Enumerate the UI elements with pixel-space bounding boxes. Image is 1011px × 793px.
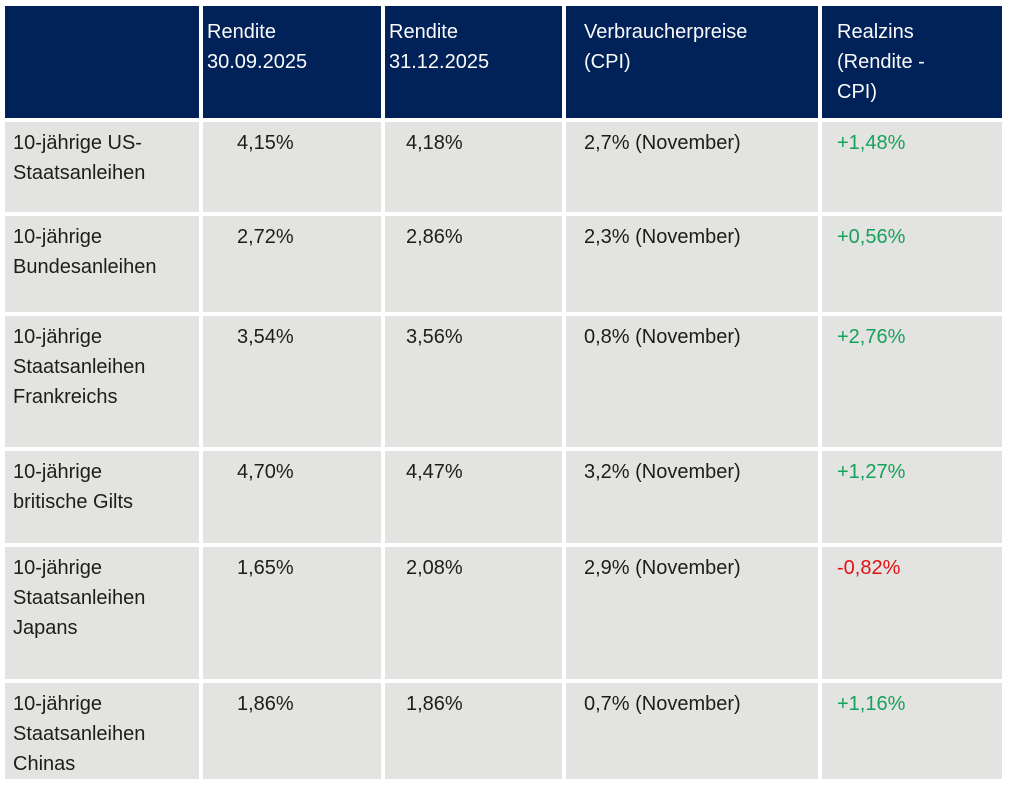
column-header-verbraucherpreise-cpi: Verbraucherpreise (CPI) [566, 6, 818, 118]
cell-verbraucherpreise-cpi: 3,2% (November) [566, 451, 818, 543]
column-header-instrument [5, 6, 199, 118]
cell-realzins: +1,16% [822, 683, 1002, 779]
cell-realzins: +2,76% [822, 316, 1002, 447]
cell-realzins: +1,27% [822, 451, 1002, 543]
cell-rendite-31-12-2025: 4,18% [385, 122, 562, 212]
table-row: 10-jährige Staatsanleihen Japans 1,65% 2,0… [5, 547, 1002, 679]
cell-rendite-30-09-2025: 4,15% [203, 122, 381, 212]
table-row: 10-jährige Staatsanleihen Chinas 1,86% 1,8… [5, 683, 1002, 779]
row-label: 10-jährige Staatsanleihen Japans [5, 547, 199, 679]
cell-verbraucherpreise-cpi: 2,9% (November) [566, 547, 818, 679]
table-body: 10-jährige US- Staatsanleihen 4,15% 4,18% 2… [5, 122, 1002, 779]
row-label: 10-jährige Bundesanleihen [5, 216, 199, 312]
cell-rendite-30-09-2025: 1,86% [203, 683, 381, 779]
table-row: 10-jährige US- Staatsanleihen 4,15% 4,18% 2… [5, 122, 1002, 212]
cell-realzins: +0,56% [822, 216, 1002, 312]
cell-rendite-31-12-2025: 1,86% [385, 683, 562, 779]
cell-rendite-31-12-2025: 2,86% [385, 216, 562, 312]
cell-rendite-31-12-2025: 3,56% [385, 316, 562, 447]
cell-rendite-30-09-2025: 1,65% [203, 547, 381, 679]
table-row: 10-jährige Staatsanleihen Frankreichs 3,5… [5, 316, 1002, 447]
cell-realzins: +1,48% [822, 122, 1002, 212]
cell-rendite-30-09-2025: 3,54% [203, 316, 381, 447]
cell-rendite-30-09-2025: 2,72% [203, 216, 381, 312]
bond-yield-table: Rendite 30.09.2025 Rendite 31.12.2025 Verb… [1, 2, 1006, 783]
cell-verbraucherpreise-cpi: 0,8% (November) [566, 316, 818, 447]
column-header-rendite-31-12-2025: Rendite 31.12.2025 [385, 6, 562, 118]
column-header-rendite-30-09-2025: Rendite 30.09.2025 [203, 6, 381, 118]
cell-realzins: -0,82% [822, 547, 1002, 679]
row-label: 10-jährige Staatsanleihen Frankreichs [5, 316, 199, 447]
row-label: 10-jährige Staatsanleihen Chinas [5, 683, 199, 779]
row-label: 10-jährige US- Staatsanleihen [5, 122, 199, 212]
header-row: Rendite 30.09.2025 Rendite 31.12.2025 Verb… [5, 6, 1002, 118]
cell-rendite-31-12-2025: 4,47% [385, 451, 562, 543]
cell-rendite-31-12-2025: 2,08% [385, 547, 562, 679]
cell-verbraucherpreise-cpi: 2,3% (November) [566, 216, 818, 312]
table-row: 10-jährige Bundesanleihen 2,72% 2,86% 2,3% … [5, 216, 1002, 312]
column-header-realzins-rendite-minus-cpi: Realzins (Rendite - CPI) [822, 6, 1002, 118]
cell-verbraucherpreise-cpi: 2,7% (November) [566, 122, 818, 212]
cell-rendite-30-09-2025: 4,70% [203, 451, 381, 543]
cell-verbraucherpreise-cpi: 0,7% (November) [566, 683, 818, 779]
row-label: 10-jährige britische Gilts [5, 451, 199, 543]
table-row: 10-jährige britische Gilts 4,70% 4,47% 3,2%… [5, 451, 1002, 543]
